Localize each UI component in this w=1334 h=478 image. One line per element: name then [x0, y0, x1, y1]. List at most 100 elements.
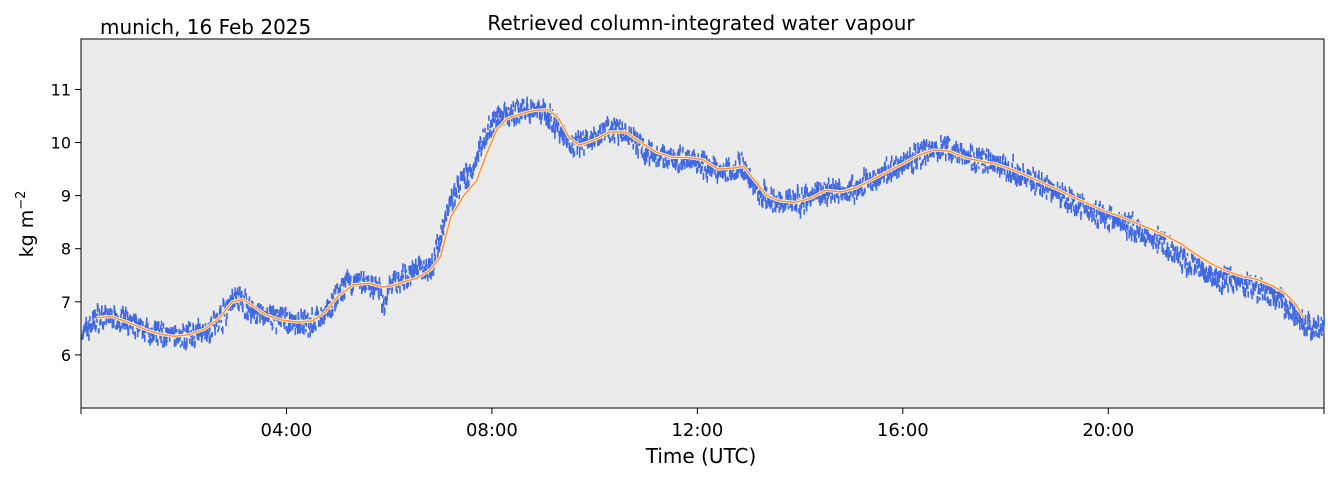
raw-point — [1080, 211, 1082, 220]
raw-point — [856, 194, 858, 201]
raw-point — [462, 175, 464, 182]
raw-point — [986, 165, 989, 174]
raw-point — [699, 163, 701, 168]
svg-text:kg m−2: kg m−2 — [14, 191, 38, 258]
raw-point — [445, 211, 447, 219]
raw-point — [455, 189, 458, 197]
raw-point — [745, 169, 747, 180]
raw-point — [133, 313, 135, 318]
raw-point — [1311, 330, 1314, 340]
raw-point — [1116, 214, 1118, 224]
raw-point — [1294, 317, 1296, 326]
raw-point — [1034, 190, 1036, 196]
raw-point — [414, 263, 416, 270]
raw-point — [423, 266, 426, 274]
raw-point — [97, 304, 99, 310]
raw-point — [834, 193, 836, 203]
raw-point — [822, 187, 825, 191]
raw-point — [312, 323, 315, 332]
raw-point — [536, 112, 538, 118]
raw-point — [1168, 246, 1170, 252]
raw-point — [733, 173, 735, 180]
raw-point — [816, 195, 819, 199]
raw-point — [805, 201, 808, 212]
raw-point — [1292, 307, 1295, 318]
raw-point — [696, 166, 699, 172]
raw-point — [728, 161, 731, 168]
raw-point — [227, 298, 230, 304]
raw-point — [187, 328, 190, 335]
raw-point — [940, 134, 942, 143]
raw-point — [938, 148, 940, 158]
raw-point — [742, 156, 744, 163]
raw-point — [246, 311, 248, 321]
raw-point — [481, 140, 484, 147]
raw-point — [1196, 258, 1198, 263]
raw-point — [1019, 168, 1022, 173]
raw-point — [1128, 230, 1131, 239]
raw-point — [204, 323, 207, 327]
raw-point — [971, 147, 974, 152]
raw-point — [928, 140, 931, 148]
raw-point — [707, 164, 710, 173]
raw-point — [547, 123, 549, 129]
raw-point — [947, 149, 950, 156]
raw-point — [214, 326, 216, 336]
raw-point — [921, 141, 923, 148]
raw-point — [948, 138, 951, 142]
raw-point — [785, 190, 787, 199]
raw-point — [383, 308, 386, 313]
raw-point — [624, 124, 627, 134]
raw-point — [1091, 211, 1094, 216]
raw-point — [1197, 259, 1200, 269]
raw-point — [261, 312, 264, 319]
raw-point — [1036, 180, 1039, 185]
raw-point — [413, 268, 416, 279]
raw-point — [549, 103, 551, 112]
raw-point — [653, 157, 656, 163]
raw-point — [132, 316, 135, 322]
raw-point — [1181, 264, 1184, 274]
raw-point — [727, 160, 729, 168]
raw-point — [1226, 283, 1229, 287]
raw-point — [1011, 162, 1013, 172]
raw-point — [1230, 278, 1232, 287]
raw-point — [1104, 222, 1106, 229]
raw-point — [464, 177, 466, 184]
raw-point — [253, 314, 256, 320]
raw-point — [270, 320, 272, 326]
x-axis-ticks: 04:00 08:00 12:00 16:00 20:00 — [80, 408, 1325, 441]
raw-point — [641, 147, 643, 153]
raw-point — [709, 169, 711, 176]
raw-point — [610, 120, 613, 128]
raw-point — [234, 287, 236, 295]
raw-point — [1012, 153, 1014, 162]
raw-point — [1316, 324, 1318, 329]
raw-point — [1097, 222, 1099, 230]
raw-point — [847, 195, 850, 201]
raw-point — [173, 339, 176, 347]
raw-point — [158, 328, 161, 336]
raw-point — [192, 325, 195, 333]
raw-point — [1063, 202, 1066, 208]
raw-point — [111, 309, 113, 318]
raw-point — [463, 167, 465, 177]
raw-point — [1039, 188, 1042, 196]
raw-point — [237, 291, 240, 297]
raw-point — [621, 137, 624, 142]
raw-point — [572, 148, 575, 158]
raw-point — [1074, 210, 1077, 215]
raw-point — [1323, 316, 1325, 326]
raw-point — [518, 108, 520, 116]
raw-point — [413, 263, 415, 271]
raw-point — [725, 157, 728, 168]
raw-point — [517, 100, 519, 110]
raw-point — [315, 326, 317, 331]
raw-point — [672, 159, 674, 168]
raw-point — [693, 149, 695, 156]
raw-point — [799, 210, 802, 219]
raw-point — [965, 151, 967, 157]
raw-point — [185, 324, 188, 333]
raw-point — [102, 312, 105, 316]
